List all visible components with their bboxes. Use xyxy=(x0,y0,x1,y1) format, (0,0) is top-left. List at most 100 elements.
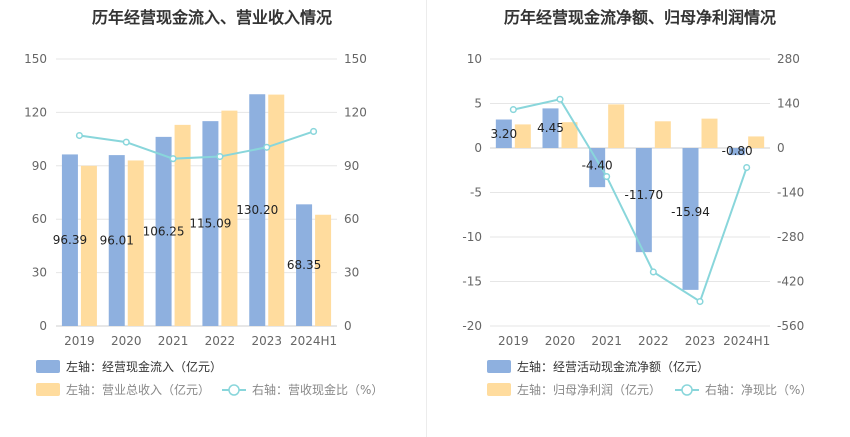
bar-0-2020 xyxy=(108,155,125,326)
x-axis-tick-label: 2022 xyxy=(205,334,236,348)
legend-swatch xyxy=(487,383,511,396)
left-axis-tick-label: 60 xyxy=(32,212,47,226)
left-axis-tick-label: -5 xyxy=(470,186,482,200)
x-axis-tick-label: 2022 xyxy=(638,334,669,348)
line-series-2 xyxy=(79,130,314,160)
bar-0-2021 xyxy=(155,136,172,326)
right-axis-tick-label: -140 xyxy=(777,186,804,200)
data-label: -0.80 xyxy=(722,144,753,158)
legend-swatch xyxy=(487,360,511,373)
right-axis-tick-label: -280 xyxy=(777,230,804,244)
x-axis-tick-label: 2024H1 xyxy=(290,334,337,348)
left-axis-tick-label: -10 xyxy=(462,230,482,244)
legend-swatch xyxy=(36,383,60,396)
left-axis-tick-label: 120 xyxy=(24,105,47,119)
right-axis-tick-label: 280 xyxy=(777,52,800,66)
data-label: -4.40 xyxy=(582,159,613,173)
data-label: 115.09 xyxy=(189,217,231,231)
data-label: -15.94 xyxy=(671,205,710,219)
legend-label: 右轴：净现比（%） xyxy=(705,382,812,397)
right-axis-tick-label: -560 xyxy=(777,319,804,333)
line-point-2021 xyxy=(169,155,177,163)
line-point-2024H1 xyxy=(310,127,318,135)
left-axis-tick-label: 30 xyxy=(32,266,47,280)
line-point-2019 xyxy=(509,106,517,114)
panel-divider xyxy=(426,0,427,437)
legend-label: 左轴：经营现金流入（亿元） xyxy=(66,359,222,374)
line-point-2020 xyxy=(122,138,130,146)
bar-1-2022 xyxy=(221,110,238,327)
line-point-2019 xyxy=(75,131,83,140)
left-axis-tick-label: -15 xyxy=(462,275,482,289)
x-axis-tick-label: 2021 xyxy=(591,334,622,348)
data-label: 3.20 xyxy=(490,127,517,141)
bar-1-2022 xyxy=(654,121,671,148)
chart-net-cashflow-profit: 历年经营现金流净额、归母净利润情况 -20 -15 -10 -5 0 5 10 -560 -42… xyxy=(462,8,812,397)
bar-0-2022 xyxy=(202,121,219,326)
bar-1-2021 xyxy=(174,124,191,326)
bar-1-2023 xyxy=(268,94,285,326)
bar-1-2019 xyxy=(514,124,531,148)
left-axis-tick-label: -20 xyxy=(462,319,482,333)
bar-1-2024H1 xyxy=(748,136,765,148)
left-axis-tick-label: 5 xyxy=(474,97,482,111)
x-axis-tick-label: 2024H1 xyxy=(723,334,770,348)
x-axis-tick-label: 2019 xyxy=(498,334,529,348)
left-axis-tick-label: 10 xyxy=(467,52,482,66)
x-axis-tick-label: 2019 xyxy=(64,334,95,348)
legend-label: 左轴：营业总收入（亿元） xyxy=(66,382,210,397)
right-axis-tick-label: -420 xyxy=(777,275,804,289)
line-point-2021 xyxy=(603,172,611,181)
bar-1-2020 xyxy=(127,160,144,326)
bar-0-2021 xyxy=(589,148,606,188)
chart-cash-inflow-revenue: 历年经营现金流入、营业收入情况 0 30 60 90 120 150 0 30 60 90 120 1… xyxy=(24,8,383,397)
right-axis-tick-label: 90 xyxy=(344,159,359,173)
bar-1-2023 xyxy=(701,118,718,148)
line-point-2020 xyxy=(556,95,564,103)
right-axis-tick-label: 120 xyxy=(344,105,367,119)
bar-0-2022 xyxy=(635,148,652,253)
line-point-2022 xyxy=(649,268,657,276)
data-label: 4.45 xyxy=(537,121,564,135)
data-label: 96.01 xyxy=(100,234,134,248)
bar-0-2023 xyxy=(249,94,266,326)
line-point-2023 xyxy=(696,297,704,306)
legend-label: 右轴：营收现金比（%） xyxy=(252,382,383,397)
right-axis-tick-label: 0 xyxy=(777,141,785,155)
x-axis-tick-label: 2023 xyxy=(251,334,282,348)
bar-1-2024H1 xyxy=(315,214,332,326)
line-point-2023 xyxy=(263,143,271,151)
bar-0-2019 xyxy=(495,119,512,148)
line-series-2 xyxy=(513,98,748,304)
left-axis-tick-label: 90 xyxy=(32,159,47,173)
left-axis-tick-label: 0 xyxy=(474,141,482,155)
right-axis-tick-label: 150 xyxy=(344,52,367,66)
right-axis-tick-label: 60 xyxy=(344,212,359,226)
legend-marker xyxy=(228,384,240,396)
x-axis-tick-label: 2023 xyxy=(685,334,716,348)
bar-1-2020 xyxy=(561,122,578,148)
legend-marker xyxy=(681,384,693,396)
line-point-2024H1 xyxy=(743,163,751,172)
data-label: 96.39 xyxy=(53,233,87,247)
data-label: 106.25 xyxy=(143,224,185,238)
right-axis-tick-label: 30 xyxy=(344,266,359,280)
bar-0-2024H1 xyxy=(296,204,313,326)
x-axis-tick-label: 2021 xyxy=(158,334,189,348)
legend-label: 左轴：经营活动现金流净额（亿元） xyxy=(517,359,709,374)
left-axis-tick-label: 0 xyxy=(39,319,47,333)
right-axis-tick-label: 0 xyxy=(344,319,352,333)
x-axis-tick-label: 2020 xyxy=(545,334,576,348)
bar-0-2019 xyxy=(61,154,78,326)
x-axis-tick-label: 2020 xyxy=(111,334,142,348)
bar-0-2020 xyxy=(542,108,559,148)
legend-swatch xyxy=(36,360,60,373)
chart-title: 历年经营现金流净额、归母净利润情况 xyxy=(504,8,776,27)
chart-title: 历年经营现金流入、营业收入情况 xyxy=(92,8,332,27)
right-axis-tick-label: 140 xyxy=(777,97,800,111)
line-point-2022 xyxy=(216,152,224,161)
bar-0-2023 xyxy=(682,148,699,290)
bar-0-2024H1 xyxy=(729,148,746,156)
bar-1-2019 xyxy=(80,165,97,326)
